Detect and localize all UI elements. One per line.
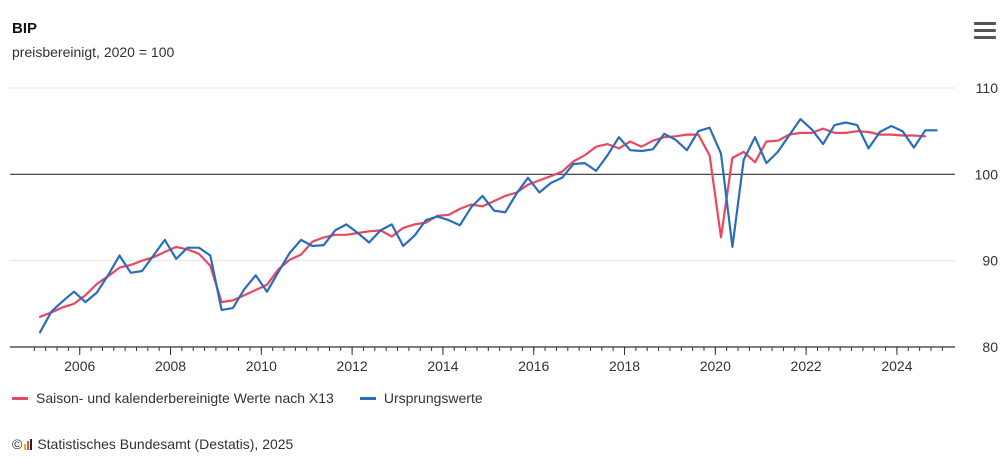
x-tick-label: 2024 <box>881 358 912 374</box>
legend-swatch-red <box>12 396 28 400</box>
line-chart: 80 90 100 110 2006 2008 2010 2012 2014 2016 2018 20… <box>10 80 999 374</box>
legend-swatch-blue <box>359 396 376 400</box>
y-tick-label: 100 <box>975 166 999 182</box>
x-tick-label: 2014 <box>427 358 458 374</box>
y-tick-label: 90 <box>982 253 998 269</box>
legend: Saison- und kalenderbereinigte Werte nac… <box>12 390 509 406</box>
menu-bar <box>974 22 996 25</box>
menu-bar <box>974 36 996 39</box>
legend-label: Saison- und kalenderbereinigte Werte nac… <box>36 390 334 406</box>
series-line-seasonally-adjusted <box>38 127 927 318</box>
chart-subtitle: preisbereinigt, 2020 = 100 <box>12 44 175 60</box>
x-tick-label: 2022 <box>791 358 822 374</box>
menu-bar <box>974 29 996 32</box>
x-tick-label: 2012 <box>337 358 368 374</box>
destatis-logo-icon <box>24 438 33 450</box>
source-text: Statistisches Bundesamt (Destatis), 2025 <box>37 436 294 452</box>
source-credit: © Statistisches Bundesamt (Destatis), 20… <box>12 436 293 452</box>
copyright-symbol: © <box>12 436 23 452</box>
y-tick-label: 80 <box>982 339 998 355</box>
x-tick-label: 2006 <box>64 358 95 374</box>
x-tick-label: 2018 <box>609 358 640 374</box>
logo-bar <box>30 438 33 450</box>
series-line-original-values <box>38 117 938 334</box>
x-tick-label: 2016 <box>518 358 549 374</box>
x-tick-label: 2008 <box>155 358 186 374</box>
logo-bar <box>24 443 27 450</box>
hamburger-menu-icon[interactable] <box>974 22 996 44</box>
legend-label: Ursprungswerte <box>383 390 483 406</box>
y-tick-label: 110 <box>976 80 999 96</box>
legend-item-original-values[interactable]: Ursprungswerte <box>359 390 483 406</box>
x-tick-label: 2020 <box>700 358 731 374</box>
x-tick-label: 2010 <box>246 358 277 374</box>
chart-title: BIP <box>12 20 38 37</box>
logo-bar <box>27 440 30 450</box>
legend-item-seasonally-adjusted[interactable]: Saison- und kalenderbereinigte Werte nac… <box>12 390 334 406</box>
